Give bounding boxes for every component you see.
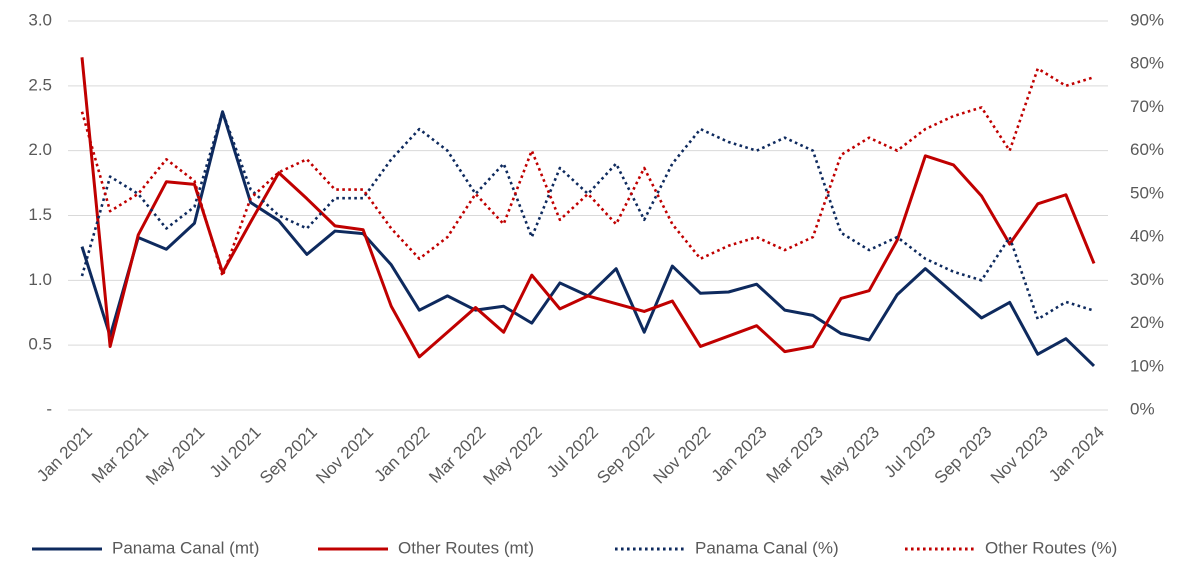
y-tick-label: 1.0 xyxy=(28,270,52,289)
x-tick-label: May 2022 xyxy=(480,423,546,489)
y2-tick-label: 30% xyxy=(1130,270,1164,289)
y2-tick-label: 40% xyxy=(1130,227,1164,246)
x-tick-label: Nov 2022 xyxy=(650,423,715,488)
x-tick-label: May 2023 xyxy=(817,423,883,489)
y2-tick-label: 70% xyxy=(1130,97,1164,116)
x-tick-label: Mar 2022 xyxy=(425,423,489,487)
y2-tick-label: 50% xyxy=(1130,183,1164,202)
x-tick-label: Mar 2023 xyxy=(763,423,827,487)
legend-label: Panama Canal (mt) xyxy=(112,538,259,557)
x-tick-label: Nov 2021 xyxy=(312,423,377,488)
x-tick-label: Sep 2022 xyxy=(593,423,658,488)
x-tick-label: Sep 2023 xyxy=(931,423,996,488)
series-line xyxy=(80,110,1096,367)
y2-tick-label: 0% xyxy=(1130,399,1155,418)
y-tick-label: 2.0 xyxy=(28,140,52,159)
y2-tick-label: 60% xyxy=(1130,140,1164,159)
y-tick-label: 3.0 xyxy=(28,10,52,29)
series-line xyxy=(80,67,1095,278)
y2-tick-label: 80% xyxy=(1130,54,1164,73)
series-line xyxy=(80,110,1095,321)
y2-tick-label: 10% xyxy=(1130,356,1164,375)
y-tick-label: 2.5 xyxy=(28,75,52,94)
x-tick-label: Jul 2022 xyxy=(543,423,602,482)
y2-tick-label: 90% xyxy=(1130,10,1164,29)
x-tick-label: May 2021 xyxy=(142,423,208,489)
x-tick-label: Nov 2023 xyxy=(987,423,1052,488)
x-tick-label: Jan 2023 xyxy=(708,423,771,486)
legend-label: Panama Canal (%) xyxy=(695,538,839,557)
x-tick-label: Jan 2022 xyxy=(370,423,433,486)
y-tick-label: 1.5 xyxy=(28,205,52,224)
x-tick-label: Jan 2024 xyxy=(1045,423,1108,486)
y-tick-label: 0.5 xyxy=(28,335,52,354)
series-line xyxy=(80,57,1096,359)
x-tick-label: Jul 2021 xyxy=(206,423,265,482)
legend-label: Other Routes (%) xyxy=(985,538,1117,557)
x-tick-label: Mar 2021 xyxy=(88,423,152,487)
x-tick-label: Sep 2021 xyxy=(256,423,321,488)
y2-tick-label: 20% xyxy=(1130,313,1164,332)
x-tick-label: Jul 2023 xyxy=(880,423,939,482)
legend-label: Other Routes (mt) xyxy=(398,538,534,557)
y-tick-label: - xyxy=(46,399,52,418)
x-tick-label: Jan 2021 xyxy=(33,423,96,486)
